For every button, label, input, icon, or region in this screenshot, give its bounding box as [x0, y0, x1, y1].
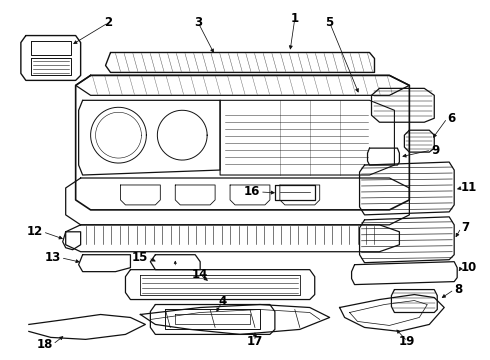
Text: 11: 11: [461, 181, 477, 194]
Text: 4: 4: [218, 295, 226, 308]
Text: 7: 7: [461, 221, 469, 234]
Text: 1: 1: [291, 12, 299, 25]
Text: 10: 10: [461, 261, 477, 274]
Text: 19: 19: [399, 335, 416, 348]
Text: 9: 9: [431, 144, 440, 157]
Text: 2: 2: [104, 16, 113, 29]
Text: 16: 16: [244, 185, 260, 198]
Text: 17: 17: [247, 335, 263, 348]
Text: 3: 3: [194, 16, 202, 29]
Text: 18: 18: [36, 338, 53, 351]
Text: 14: 14: [192, 268, 208, 281]
Text: 15: 15: [132, 251, 148, 264]
Text: 8: 8: [454, 283, 463, 296]
Text: 5: 5: [325, 16, 334, 29]
Text: 12: 12: [26, 225, 43, 238]
Text: 13: 13: [45, 251, 61, 264]
Text: 6: 6: [447, 112, 456, 125]
